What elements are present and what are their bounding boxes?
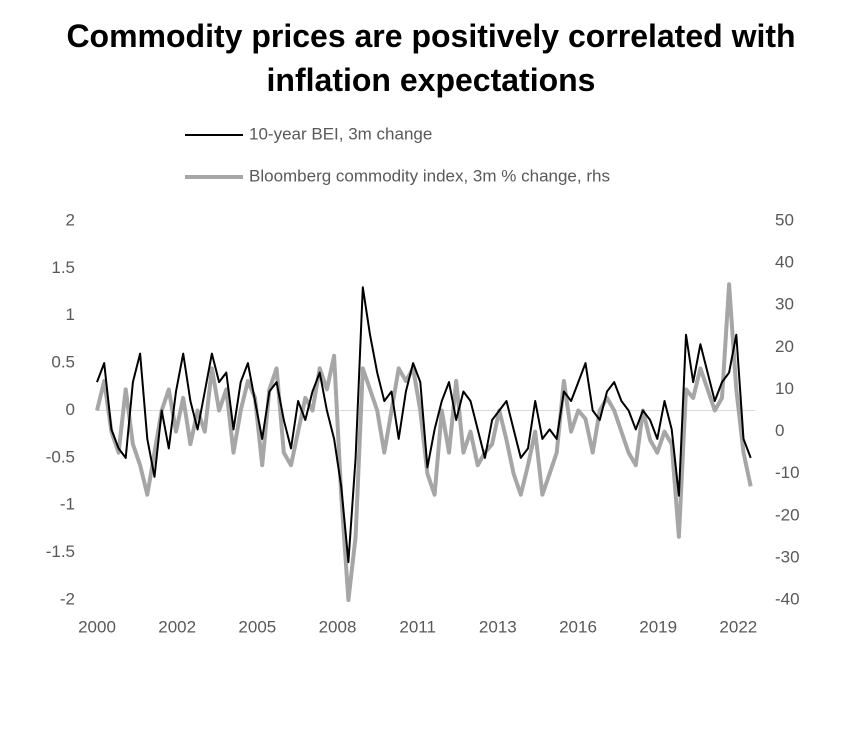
y-tick-label: -0.5 [46,447,75,466]
x-tick-label: 2000 [78,617,116,636]
y2-tick-label: 30 [775,295,794,314]
y2-tick-label: 40 [775,253,794,272]
x-tick-label: 2011 [399,617,436,636]
x-tick-label: 2016 [559,617,597,636]
y-tick-label: 1 [66,305,75,324]
y-tick-label: -1 [60,495,75,514]
x-tick-label: 2022 [719,617,757,636]
x-tick-label: 2002 [158,617,196,636]
y2-tick-label: -10 [775,463,800,482]
chart-title: Commodity prices are positively correlat… [66,18,796,98]
y2-tick-label: 0 [775,421,784,440]
legend-label: Bloomberg commodity index, 3m % change, … [249,166,610,185]
y2-tick-label: -30 [775,547,800,566]
y-tick-label: 0.5 [51,353,75,372]
y-tick-label: 1.5 [51,258,75,277]
y2-tick-label: 50 [775,210,794,229]
y-tick-label: -2 [60,589,75,608]
y2-tick-label: -20 [775,505,800,524]
series-line [95,282,753,602]
x-tick-label: 2008 [319,617,357,636]
x-tick-label: 2005 [238,617,276,636]
y-tick-label: 2 [66,210,75,229]
x-tick-label: 2013 [479,617,517,636]
legend-label: 10-year BEI, 3m change [249,124,432,143]
y2-tick-label: -40 [775,589,800,608]
y2-tick-label: 20 [775,337,794,356]
y-tick-label: -1.5 [46,542,75,561]
y-tick-label: 0 [66,400,75,419]
series-line [96,286,752,564]
x-tick-label: 2019 [639,617,677,636]
y2-tick-label: 10 [775,379,794,398]
